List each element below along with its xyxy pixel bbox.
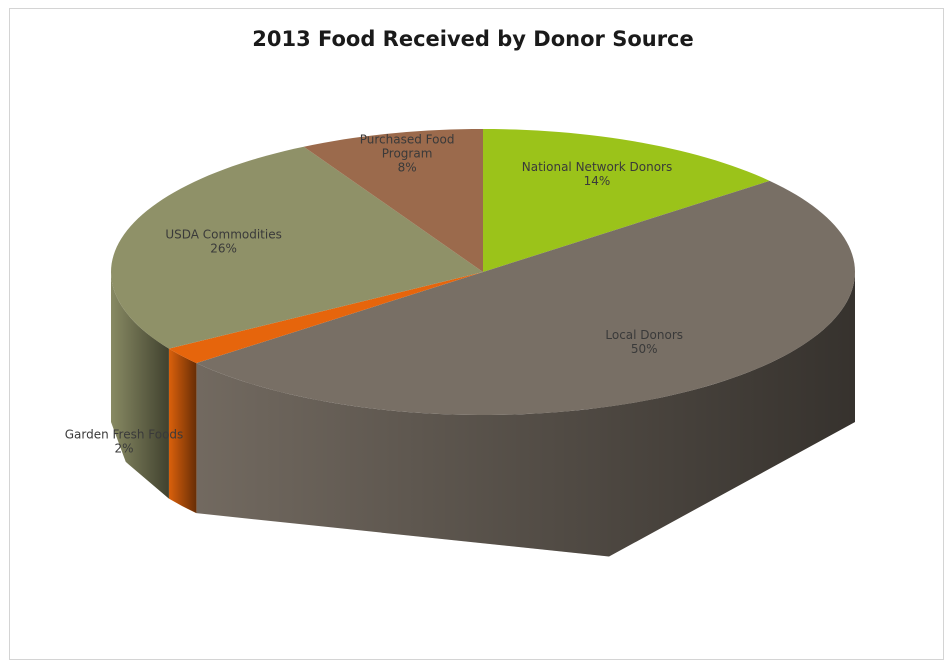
slice-label-local-donors: Local Donors 50% xyxy=(605,328,683,356)
pie-slice-garden-fresh-foods xyxy=(168,272,483,364)
pie-slice-purchased-food-program xyxy=(303,129,483,272)
chart-title: 2013 Food Received by Donor Source xyxy=(252,27,694,51)
pie-slice-local-donors xyxy=(196,180,855,415)
pie-side-local-donors xyxy=(196,272,855,557)
pie-side-garden-fresh-foods xyxy=(168,348,197,514)
slice-label-national-network-donors: National Network Donors 14% xyxy=(522,160,672,188)
slice-label-purchased-food-program: Purchased Food Program 8% xyxy=(360,132,455,174)
slice-label-usda-commodities: USDA Commodities 26% xyxy=(165,227,282,255)
slice-label-garden-fresh-foods: Garden Fresh Foods 2% xyxy=(65,428,184,456)
pie-slice-usda-commodities xyxy=(111,146,483,349)
pie-slice-national-network-donors xyxy=(483,129,770,272)
pie-side-usda-commodities xyxy=(111,272,169,499)
